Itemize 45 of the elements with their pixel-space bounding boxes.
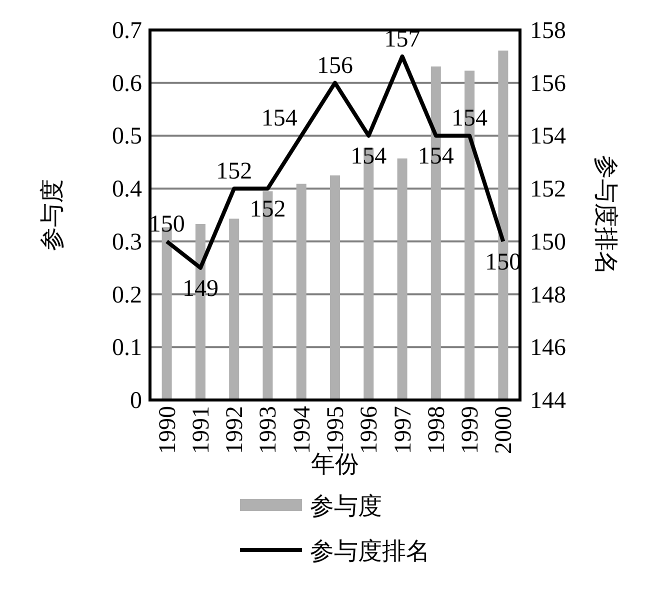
x-tick-label: 1999 (458, 406, 484, 454)
y-tick-label: 0.2 (112, 282, 142, 308)
data-label: 154 (350, 144, 387, 170)
data-label: 154 (418, 144, 454, 170)
y2-tick-label: 152 (530, 176, 566, 203)
y2-tick-label: 156 (530, 70, 566, 97)
x-tick-label: 1998 (424, 406, 450, 454)
x-tick-label: 1993 (256, 406, 282, 454)
x-tick-label: 2000 (491, 406, 518, 454)
data-label: 149 (182, 276, 218, 302)
data-label: 152 (250, 196, 286, 223)
y-tick-label: 0.7 (112, 18, 142, 44)
data-label: 150 (148, 211, 185, 238)
y-tick-label: 0.1 (112, 335, 142, 362)
y-tick-label: 0.5 (112, 124, 142, 150)
x-tick-label: 1990 (154, 406, 181, 454)
y2-tick-label: 148 (530, 282, 566, 308)
y2-axis-title: 参与度排名 (592, 155, 619, 275)
y2-tick-label: 150 (530, 229, 566, 256)
y2-tick-label: 146 (530, 335, 566, 362)
y-tick-label: 0.6 (112, 70, 142, 97)
y2-tick-label: 144 (530, 388, 566, 414)
data-label: 152 (216, 158, 252, 185)
x-tick-label: 1995 (323, 406, 349, 454)
x-tick-label: 1996 (356, 406, 383, 454)
y-tick-label: 0 (130, 388, 142, 414)
bar (397, 158, 408, 400)
bar (296, 184, 306, 400)
y-axis-title: 参与度 (39, 179, 66, 251)
y-tick-label: 0.3 (112, 229, 142, 256)
y2-tick-label: 158 (530, 18, 566, 44)
x-tick-label: 1991 (188, 406, 214, 454)
x-axis-title: 年份 (311, 452, 359, 478)
legend-label: 参与度 (310, 493, 382, 520)
data-label: 154 (261, 106, 298, 132)
x-tick-label: 1992 (222, 406, 248, 454)
x-tick-label: 1994 (289, 406, 316, 454)
data-label: 154 (452, 106, 488, 132)
bar (229, 218, 240, 400)
x-tick-label: 1997 (390, 406, 416, 454)
y2-tick-label: 154 (530, 124, 566, 150)
y-tick-label: 0.4 (112, 176, 142, 203)
legend-label: 参与度排名 (310, 538, 430, 565)
bar (330, 175, 340, 400)
data-label: 156 (317, 52, 353, 79)
